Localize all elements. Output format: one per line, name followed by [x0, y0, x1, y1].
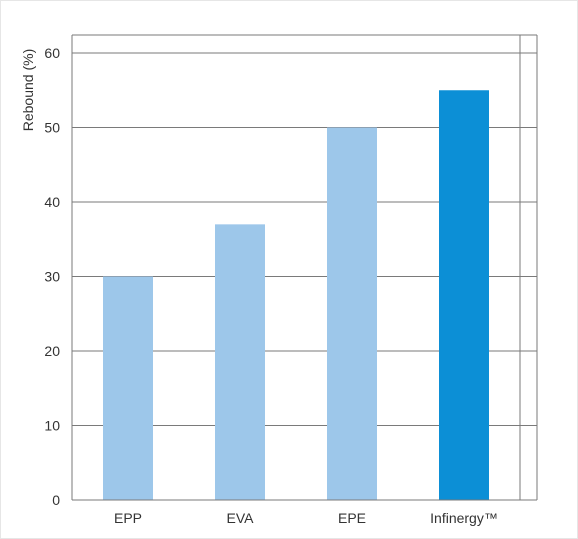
y-tick-labels: 0 10 20 30 40 50 60	[44, 45, 60, 508]
bars	[72, 90, 537, 501]
y-axis-label: Rebound (%)	[20, 49, 36, 132]
y-tick-label: 0	[52, 492, 60, 508]
x-tick-label: EPE	[338, 510, 366, 526]
y-tick-label: 60	[44, 45, 60, 61]
bar-eva	[215, 224, 265, 500]
y-tick-label: 30	[44, 269, 60, 285]
y-tick-label: 50	[44, 120, 60, 136]
x-tick-label: EVA	[227, 510, 255, 526]
y-tick-label: 20	[44, 343, 60, 359]
bar-epp	[103, 276, 153, 500]
bar-infinergy	[439, 90, 489, 500]
x-tick-label: EPP	[114, 510, 142, 526]
x-tick-labels: EPP EVA EPE Infinergy™	[114, 510, 498, 526]
x-tick-label: Infinergy™	[430, 510, 498, 526]
y-tick-label: 10	[44, 418, 60, 434]
y-tick-label: 40	[44, 194, 60, 210]
bar-epe	[327, 127, 377, 500]
